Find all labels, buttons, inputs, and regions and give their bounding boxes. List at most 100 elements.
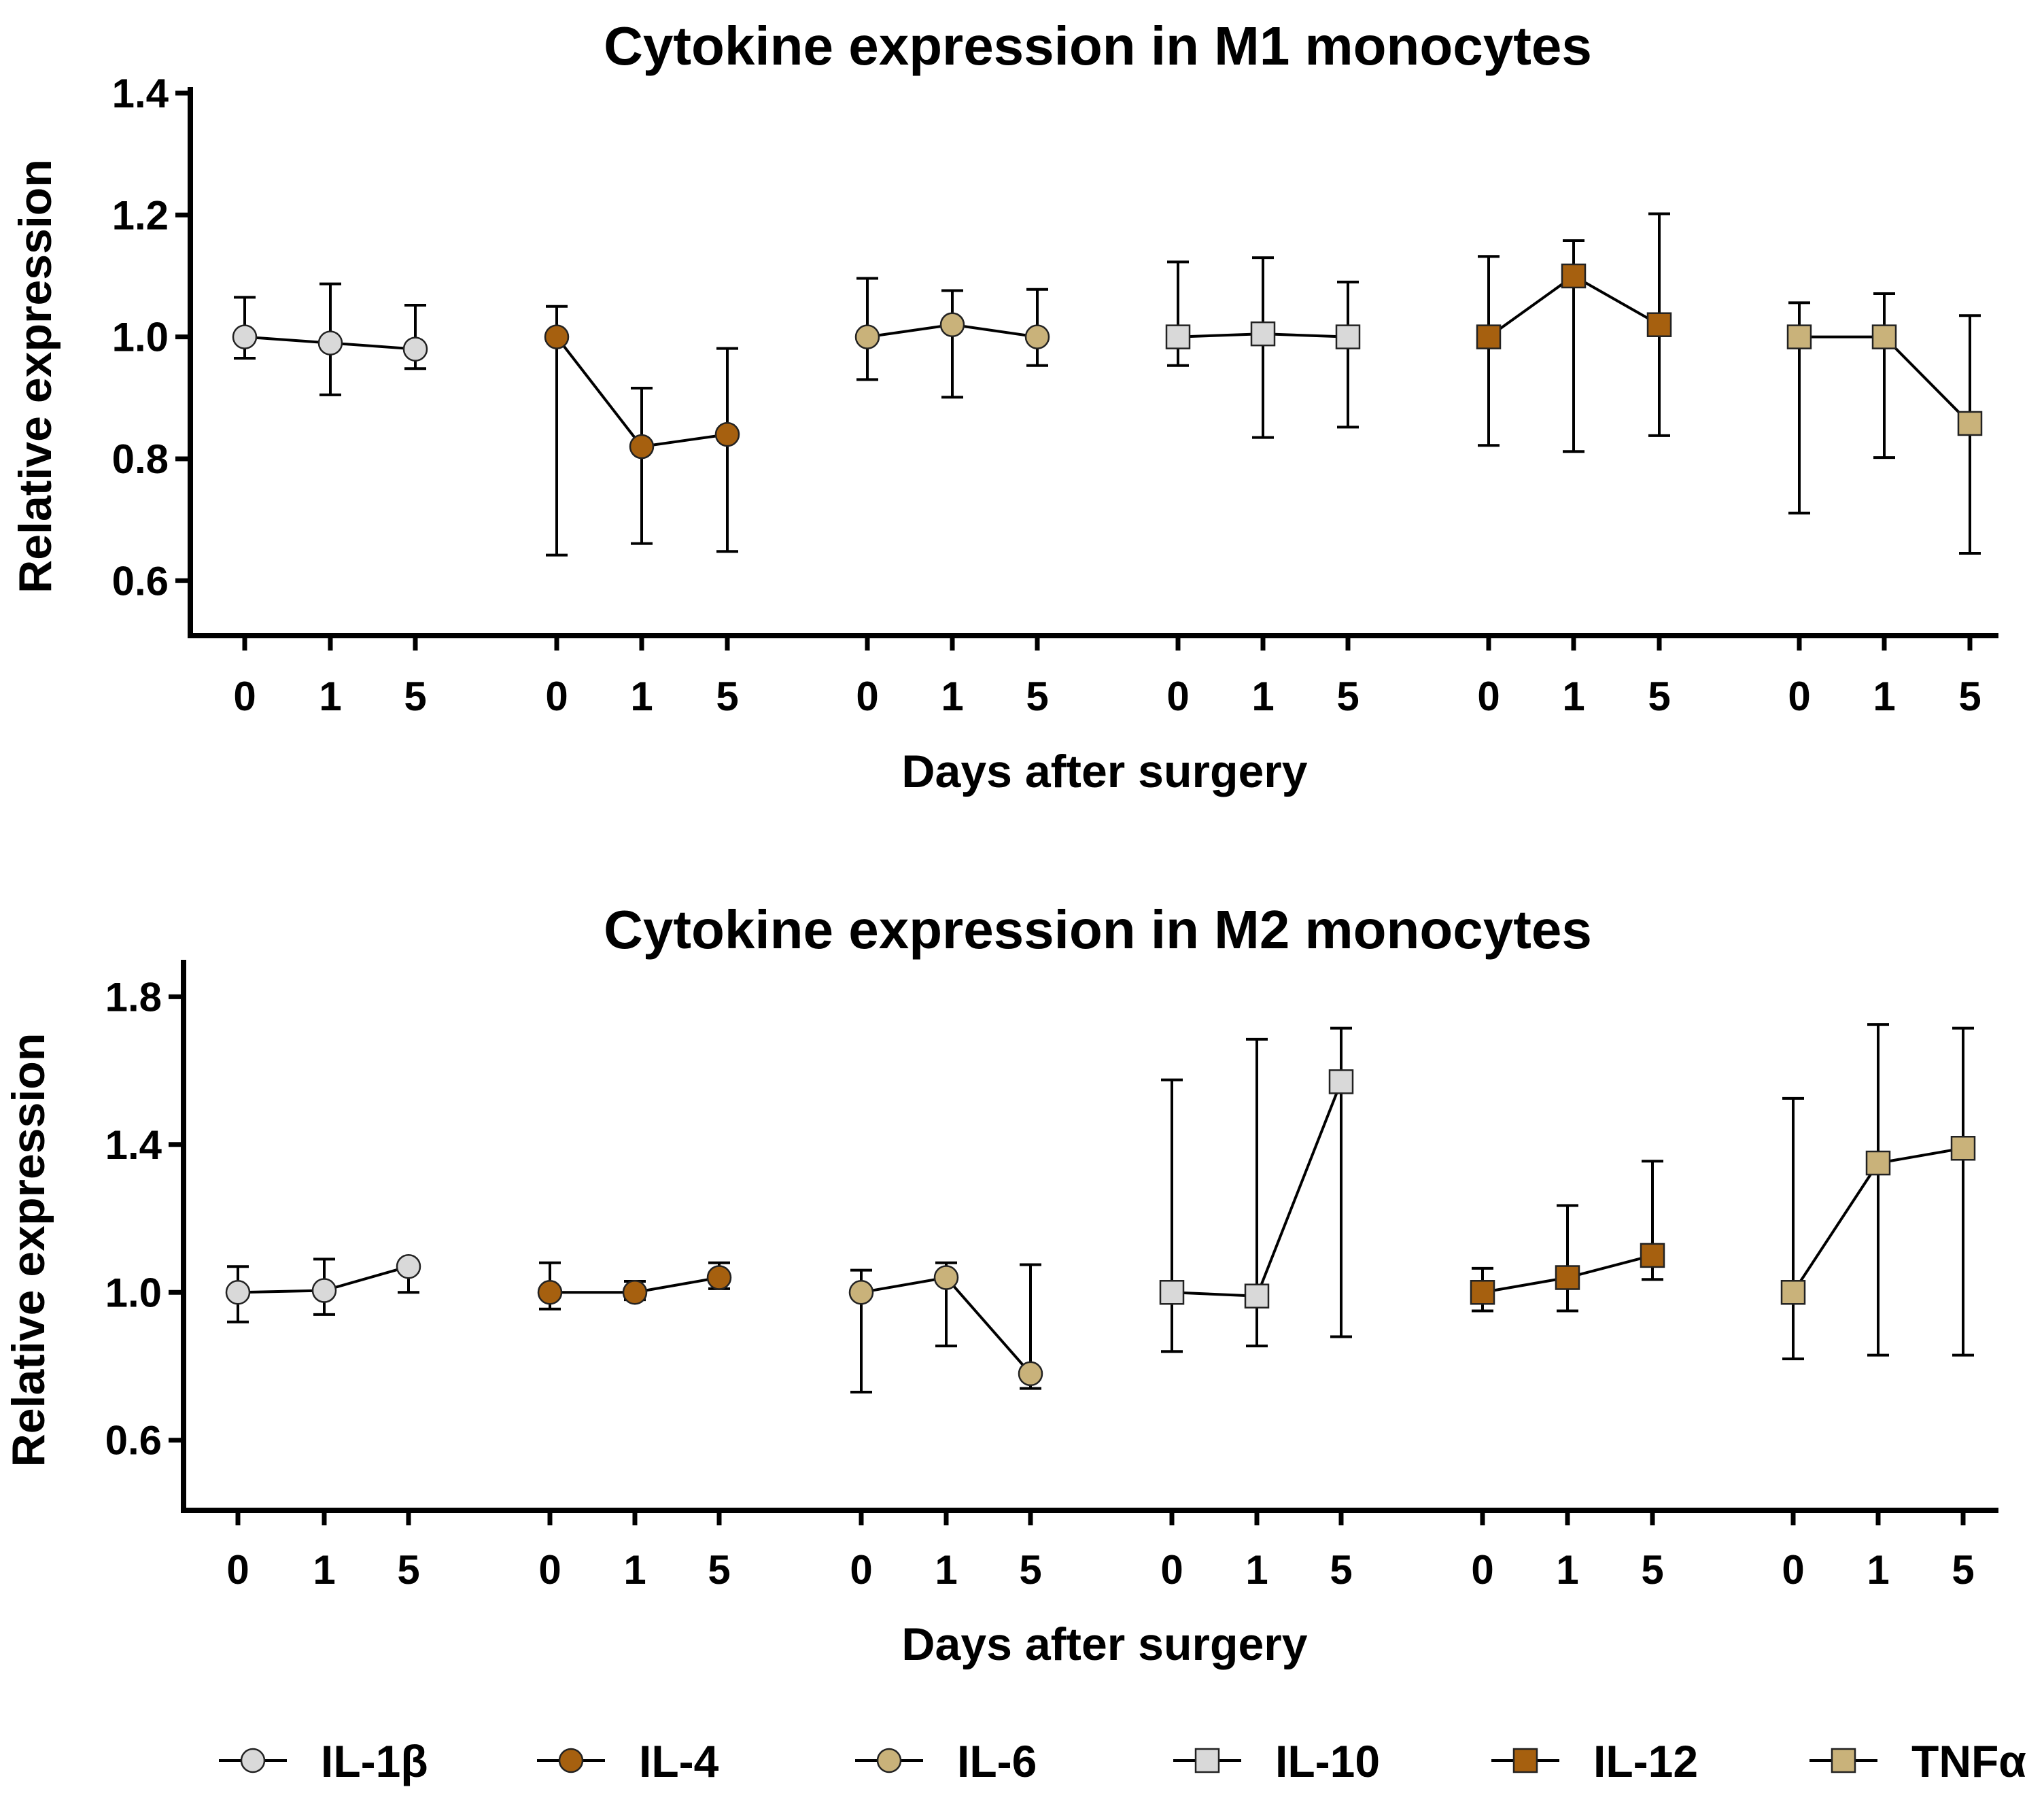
legend-marker — [1194, 1748, 1220, 1773]
series-IL-6: 0 1 5 — [848, 1261, 1043, 1593]
data-point — [1871, 324, 1897, 349]
x-tick-label: 0 — [1782, 1547, 1804, 1593]
y-tick-label: 1.2 — [112, 192, 169, 238]
data-point — [1640, 1243, 1665, 1268]
series-IL-10: 0 1 5 — [1165, 256, 1361, 719]
x-tick-label: 1 — [1556, 1547, 1578, 1593]
data-point — [1865, 1150, 1891, 1176]
data-point — [933, 1265, 959, 1290]
data-point — [706, 1265, 732, 1290]
x-tick-label: 5 — [716, 674, 738, 719]
series-IL-4: 0 1 5 — [537, 1261, 732, 1593]
x-tick-label: 0 — [538, 1547, 561, 1593]
data-point — [1780, 1280, 1806, 1305]
data-point — [629, 434, 655, 460]
legend-marker — [558, 1748, 584, 1773]
data-point — [1957, 411, 1983, 436]
legend-label: IL-4 — [639, 1736, 719, 1786]
data-point — [1470, 1280, 1495, 1305]
x-tick-label: 1 — [1873, 674, 1895, 719]
legend-item-IL-12: IL-12 — [1491, 1736, 1698, 1786]
data-point — [1476, 324, 1502, 349]
y-tick-label: 1.8 — [105, 974, 162, 1020]
data-point — [1561, 263, 1587, 289]
y-tick-label: 0.6 — [105, 1418, 162, 1463]
data-point — [1244, 1283, 1270, 1309]
x-tick-label: 0 — [226, 1547, 249, 1593]
data-point — [622, 1280, 648, 1305]
data-point — [1646, 312, 1672, 337]
legend-marker — [240, 1748, 266, 1773]
y-axis-label: Relative expression — [10, 159, 61, 593]
series-IL-6: 0 1 5 — [854, 277, 1050, 719]
x-axis-label: Days after surgery — [901, 746, 1307, 797]
data-point — [1024, 324, 1050, 349]
x-tick-label: 1 — [623, 1547, 646, 1593]
series-IL-1β: 0 1 5 — [232, 282, 428, 719]
x-tick-label: 0 — [1166, 674, 1189, 719]
legend-item-TNFα: TNFα — [1809, 1736, 2026, 1786]
x-axis-label: Days after surgery — [901, 1618, 1307, 1670]
y-tick-label: 1.4 — [112, 71, 169, 116]
x-tick-label: 0 — [1471, 1547, 1493, 1593]
data-point — [714, 421, 740, 447]
x-tick-label: 1 — [935, 1547, 957, 1593]
data-point — [537, 1280, 563, 1305]
x-tick-label: 1 — [319, 674, 341, 719]
y-tick-label: 1.0 — [112, 315, 169, 360]
x-tick-label: 0 — [850, 1547, 872, 1593]
x-tick-label: 0 — [545, 674, 568, 719]
legend-item-IL-6: IL-6 — [855, 1736, 1037, 1786]
y-tick-label: 0.8 — [112, 436, 169, 482]
data-point — [544, 324, 570, 349]
data-point — [311, 1278, 337, 1303]
legend-item-IL-10: IL-10 — [1173, 1736, 1380, 1786]
chart-title: Cytokine expression in M2 monocytes — [604, 899, 1592, 960]
y-tick-label: 1.0 — [105, 1270, 162, 1315]
legend-label: IL-6 — [957, 1736, 1037, 1786]
chart-title: Cytokine expression in M1 monocytes — [604, 16, 1592, 76]
legend-marker — [1831, 1748, 1856, 1773]
x-tick-label: 5 — [1026, 674, 1048, 719]
data-point — [848, 1280, 874, 1305]
series-IL-12: 0 1 5 — [1476, 212, 1672, 719]
legend-marker — [1512, 1748, 1538, 1773]
data-point — [396, 1253, 421, 1279]
y-axis-label: Relative expression — [3, 1033, 54, 1468]
data-point — [317, 330, 343, 356]
x-tick-label: 5 — [1336, 674, 1359, 719]
data-point — [1018, 1361, 1043, 1387]
x-tick-label: 5 — [708, 1547, 730, 1593]
data-point — [402, 336, 428, 362]
data-point — [1328, 1069, 1354, 1094]
x-tick-label: 5 — [1952, 1547, 1974, 1593]
series-IL-1β: 0 1 5 — [225, 1253, 421, 1593]
x-tick-label: 5 — [1641, 1547, 1663, 1593]
legend-label: IL-1β — [321, 1736, 428, 1786]
x-tick-label: 0 — [1477, 674, 1500, 719]
data-point — [854, 324, 880, 349]
x-tick-label: 0 — [1160, 1547, 1183, 1593]
x-tick-label: 1 — [1245, 1547, 1268, 1593]
x-tick-label: 0 — [856, 674, 878, 719]
data-point — [1165, 324, 1191, 349]
x-tick-label: 1 — [313, 1547, 335, 1593]
chart-panel-2: Cytokine expression in M2 monocytes 0.6 1.… — [3, 899, 1998, 1670]
data-point — [1159, 1280, 1185, 1305]
legend-label: IL-12 — [1593, 1736, 1698, 1786]
series-IL-4: 0 1 5 — [544, 305, 740, 719]
series-IL-10: 0 1 5 — [1159, 1026, 1354, 1593]
legend-label: IL-10 — [1275, 1736, 1380, 1786]
y-tick-label: 1.4 — [105, 1122, 162, 1168]
x-tick-label: 5 — [1330, 1547, 1352, 1593]
x-tick-label: 1 — [630, 674, 653, 719]
legend-item-IL-1β: IL-1β — [219, 1736, 428, 1786]
x-tick-label: 0 — [1788, 674, 1810, 719]
data-point — [225, 1280, 251, 1305]
x-tick-label: 5 — [397, 1547, 419, 1593]
x-tick-label: 1 — [1251, 674, 1274, 719]
legend: IL-1β IL-4 IL-6 IL-10 IL-12 TNFα — [219, 1736, 2026, 1786]
data-point — [232, 324, 258, 349]
data-point — [1950, 1135, 1976, 1161]
